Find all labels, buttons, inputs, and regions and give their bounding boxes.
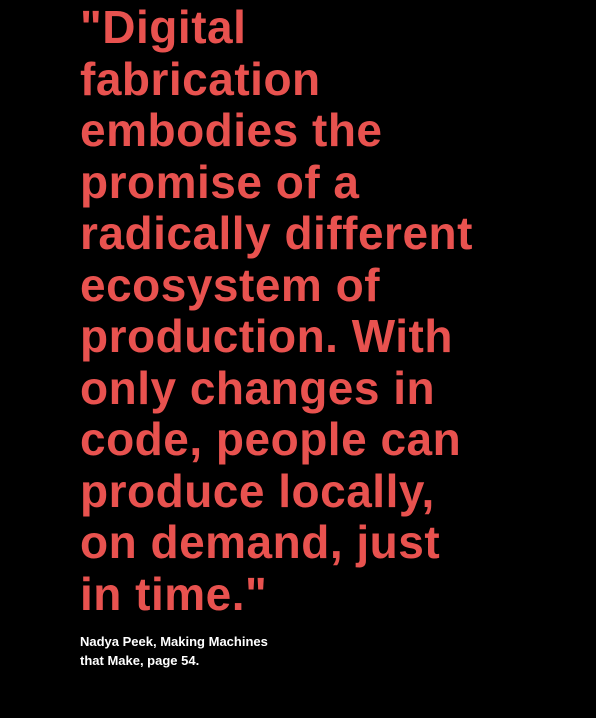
attribution-line: that Make, page 54. xyxy=(80,653,200,668)
quote-line: produce locally, xyxy=(80,464,435,517)
quote-line: embodies the xyxy=(80,104,383,156)
quote-line: in time." xyxy=(80,567,268,620)
attribution: Nadya Peek, Making Machines that Make, p… xyxy=(80,632,268,670)
quote-line: "Digital xyxy=(80,1,247,53)
quote-line: code, people can xyxy=(80,413,462,465)
quote-line: on demand, just xyxy=(80,516,441,568)
quote-line: fabrication xyxy=(80,52,321,105)
attribution-line: Nadya Peek, Making Machines xyxy=(80,634,268,649)
quote-line: promise of a xyxy=(80,155,360,208)
quote-line: radically different xyxy=(80,207,473,259)
quote-line: ecosystem of xyxy=(80,258,381,311)
quote-line: only changes in xyxy=(80,361,436,414)
quote-line: production. With xyxy=(80,310,453,362)
quote-text: "Digital fabrication embodies the promis… xyxy=(80,1,580,620)
